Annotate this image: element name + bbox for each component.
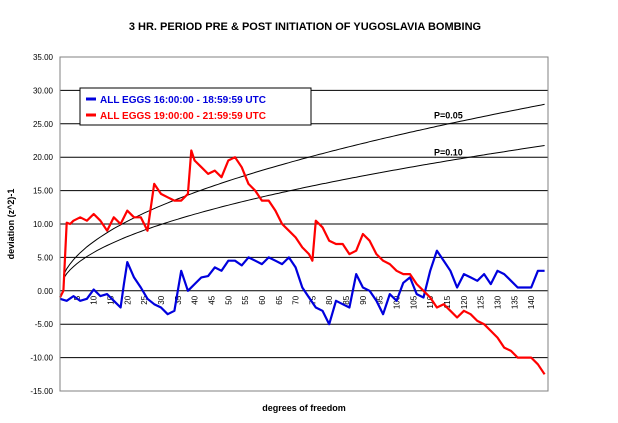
x-tick-label: 20: [123, 295, 132, 304]
x-tick-label: 45: [207, 295, 216, 304]
x-axis-label: degrees of freedom: [262, 403, 346, 413]
y-tick-label: -10.00: [30, 354, 53, 363]
x-tick-label: 10: [90, 295, 99, 304]
legend-label-red: ALL EGGS 19:00:00 - 21:59:59 UTC: [100, 111, 266, 122]
y-tick-labels: 35.00 30.00 25.00 20.00 15.00 10.00 5.00 0.00 -5…: [30, 53, 53, 396]
x-tick-label: 120: [460, 295, 469, 309]
reference-curve-label: P=0.05: [434, 110, 463, 120]
reference-curve: [62, 103, 545, 276]
x-tick-label: 140: [527, 295, 536, 309]
y-tick-label: 30.00: [33, 86, 54, 95]
x-tick-label: 35: [174, 295, 183, 304]
x-tick-label: 70: [292, 295, 301, 304]
x-tick-label: 90: [359, 295, 368, 304]
x-tick-label: 15: [106, 295, 115, 304]
y-tick-label: 20.00: [33, 153, 54, 162]
chart-title: 3 HR. PERIOD PRE & POST INITIATION OF YU…: [129, 21, 481, 33]
y-tick-label: 0.00: [37, 287, 53, 296]
x-tick-label: 60: [258, 295, 267, 304]
x-tick-label: 125: [477, 295, 486, 309]
legend: ALL EGGS 16:00:00 - 18:59:59 UTC ALL EGG…: [79, 87, 312, 126]
x-tick-label: 110: [426, 295, 435, 308]
series-lines: [59, 149, 546, 375]
x-tick-label: 80: [325, 295, 334, 304]
x-tick-label: 55: [241, 295, 250, 304]
legend-box: [79, 87, 312, 126]
x-tick-label: 85: [342, 295, 351, 304]
series-line-0: [59, 249, 545, 326]
y-tick-label: 35.00: [33, 53, 54, 62]
y-tick-label: 15.00: [33, 187, 54, 196]
x-tick-label: 40: [191, 295, 200, 304]
y-tick-label: 10.00: [33, 220, 54, 229]
reference-curve-label: P=0.10: [434, 147, 463, 157]
x-tick-label: 95: [376, 295, 385, 304]
y-tick-label: 5.00: [37, 253, 53, 262]
reference-curve: [62, 145, 545, 279]
x-tick-label: 130: [494, 295, 503, 309]
y-tick-label: 25.00: [33, 120, 54, 129]
legend-label-blue: ALL EGGS 16:00:00 - 18:59:59 UTC: [100, 95, 266, 106]
series-line-1: [59, 149, 546, 375]
y-axis-label: deviation (z^2)-1: [6, 189, 16, 260]
y-tick-label: -15.00: [30, 387, 53, 396]
x-tick-label: 30: [157, 295, 166, 304]
x-tick-label: 50: [224, 295, 233, 304]
x-tick-label: 135: [510, 295, 519, 309]
x-tick-label: 65: [275, 295, 284, 304]
reference-curves: P=0.05 P=0.10: [62, 103, 545, 279]
y-tick-label: -5.00: [35, 320, 54, 329]
plot-area-border: [59, 56, 549, 392]
x-tick-label: 25: [140, 295, 149, 304]
x-tick-label: 75: [308, 295, 317, 304]
x-tick-labels: 5 10 15 20 25 30 35 40 45 50 55 60 65 70 75 80 85 90 95 100…: [73, 295, 536, 309]
x-tick-label: 105: [409, 295, 418, 309]
x-tick-label: 115: [443, 295, 452, 308]
x-tick-label: 100: [393, 295, 402, 309]
